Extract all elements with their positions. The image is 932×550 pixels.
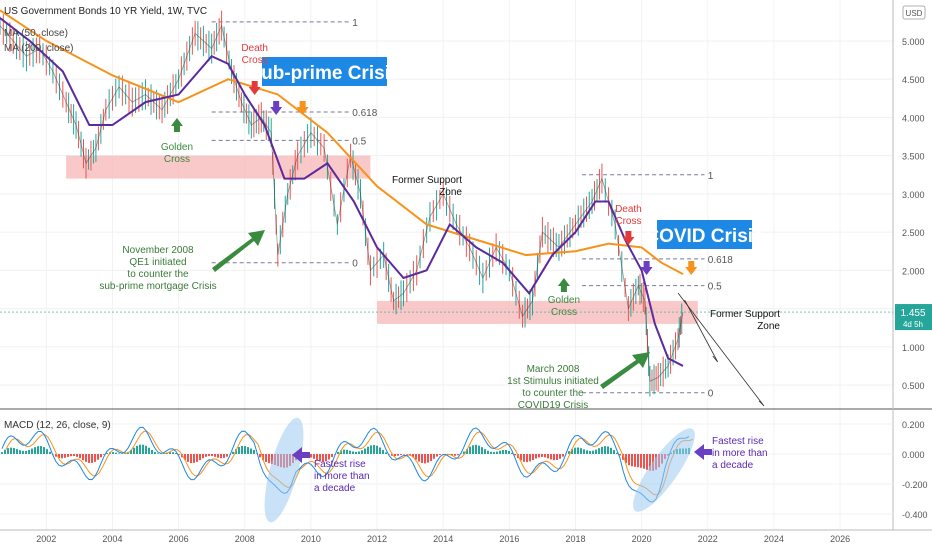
former-support-label-1: Former Support: [710, 309, 780, 320]
price-series-line: [0, 24, 684, 382]
x-tick-label: 2008: [235, 534, 255, 544]
fastest-rise-note-2020: in more than: [712, 448, 768, 459]
macd-y-tick: 0.000: [902, 450, 925, 460]
macd-line: [1, 426, 690, 503]
macd-purple-arrow-2020: [694, 444, 712, 460]
former-support-label-1: Former Support: [392, 175, 462, 186]
fib-2007-label: 0.618: [352, 108, 377, 119]
y-tick-label: 3.500: [902, 152, 925, 162]
y-tick-label: 1.000: [902, 343, 925, 353]
x-tick-label: 2026: [830, 534, 850, 544]
fastest-rise-note-2008: a decade: [314, 483, 356, 494]
support-zone: [66, 155, 371, 179]
stimulus-note-line: 1st Stimulus initiated: [507, 376, 599, 387]
y-tick-label: 4.000: [902, 113, 925, 123]
death-cross-label-1: Death: [615, 204, 642, 215]
qe1-note-line: sub-prime mortgage Crisis: [99, 281, 216, 292]
macd-highlight-2008: [264, 417, 304, 523]
projection-line-1: [684, 299, 719, 363]
covid-label-bg: [657, 220, 752, 249]
ma50-down-arrow: [270, 101, 283, 115]
death-cross-arrow: [248, 81, 261, 95]
x-tick-label: 2010: [301, 534, 321, 544]
x-tick-label: 2006: [169, 534, 189, 544]
fib-2007-label: 0.5: [352, 136, 366, 147]
qe1-green-arrow: [212, 230, 265, 272]
x-tick-label: 2002: [36, 534, 56, 544]
macd-y-tick: 0.200: [902, 420, 925, 430]
macd-highlight-2020: [633, 428, 695, 512]
fib-2018-label: 1: [708, 171, 714, 182]
x-tick-label: 2012: [367, 534, 387, 544]
qe1-note-line: QE1 initiated: [129, 257, 186, 268]
death-cross-label-1: Death: [241, 43, 268, 54]
fastest-rise-note-2008: Fastest rise: [314, 459, 366, 470]
golden-cross-arrow-2017: [557, 278, 570, 292]
death-cross-arrow-2020: [622, 231, 635, 245]
y-tick-label: 2.000: [902, 266, 925, 276]
x-tick-label: 2014: [433, 534, 453, 544]
macd-purple-arrow-2008: [292, 447, 310, 463]
currency-badge: [902, 5, 926, 20]
currency-label: USD: [906, 9, 923, 18]
x-tick-label: 2020: [632, 534, 652, 544]
golden-cross-label-2: Cross: [551, 307, 577, 318]
y-tick-label: 4.500: [902, 75, 925, 85]
macd-title: MACD (12, 26, close, 9): [4, 420, 111, 431]
y-tick-label: 0.500: [902, 381, 925, 391]
ma200-down-arrow-2020: [685, 261, 698, 275]
ma50-down-arrow-2020: [640, 261, 653, 275]
ma200-line: [0, 9, 684, 276]
death-cross-label-2: Cross: [615, 216, 641, 227]
qe1-note-line: to counter the: [127, 269, 189, 280]
fastest-rise-note-2020: Fastest rise: [712, 436, 764, 447]
fib-2007-label: 0: [352, 259, 358, 270]
ma200-legend: MA (200, close): [4, 43, 73, 54]
stimulus-note-line: COVID19 Crisis: [518, 400, 589, 411]
fastest-rise-note-2008: in more than: [314, 471, 370, 482]
stimulus-note-line: March 2008: [527, 364, 580, 375]
price-tag-bg: [895, 304, 932, 331]
subprime-label: Sub-prime Crisis: [248, 63, 400, 84]
chart-title: US Government Bonds 10 YR Yield, 1W, TVC: [4, 6, 207, 17]
ma50-line: [0, 17, 684, 367]
x-tick-label: 2004: [102, 534, 122, 544]
x-tick-label: 2024: [764, 534, 784, 544]
former-support-label-2: Zone: [757, 321, 780, 332]
price-tag-countdown: 4d 5h: [903, 320, 923, 329]
qe1-note-line: November 2008: [122, 245, 194, 256]
price-tag-value: 1.455: [900, 308, 925, 319]
y-tick-label: 3.000: [902, 190, 925, 200]
y-tick-label: 5.000: [902, 37, 925, 47]
support-zone: [377, 300, 698, 324]
golden-cross-label-1: Golden: [161, 142, 193, 153]
golden-cross-label-2: Cross: [164, 154, 190, 165]
y-tick-label: 2.500: [902, 228, 925, 238]
fib-2018-label: 0: [708, 389, 714, 400]
fib-2018-label: 0.618: [708, 255, 733, 266]
subprime-label-bg: [262, 57, 387, 86]
fib-2007-label: 1: [352, 18, 358, 29]
golden-cross-arrow: [170, 118, 183, 132]
ma50-legend: MA (50, close): [4, 28, 68, 39]
x-tick-label: 2018: [565, 534, 585, 544]
fib-2018-label: 0.5: [708, 282, 722, 293]
projection-line-2: [677, 292, 765, 407]
fastest-rise-note-2020: a decade: [712, 460, 754, 471]
golden-cross-label-1: Golden: [548, 295, 580, 306]
x-tick-label: 2022: [698, 534, 718, 544]
macd-y-tick: -0.200: [902, 480, 928, 490]
former-support-label-2: Zone: [439, 187, 462, 198]
ma200-down-arrow: [296, 101, 309, 115]
macd-y-tick: -0.400: [902, 510, 928, 520]
x-tick-label: 2016: [499, 534, 519, 544]
stimulus-note-line: to counter the: [522, 388, 584, 399]
stimulus-green-arrow: [600, 352, 650, 389]
covid-label: COVID Crisis: [645, 226, 763, 247]
death-cross-label-2: Cross: [242, 55, 268, 66]
